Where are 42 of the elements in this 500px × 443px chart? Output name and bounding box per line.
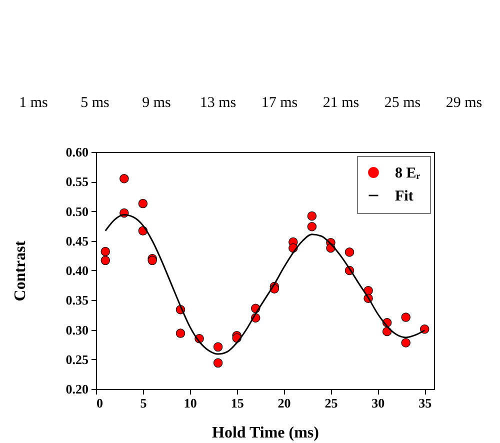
text: 5 ms: [80, 95, 110, 111]
y-tick-label: 0.45: [66, 233, 89, 248]
text: 25 ms: [384, 95, 421, 111]
point: [138, 198, 148, 208]
legend-label: 8 Eᵣ: [395, 166, 420, 182]
text: 17 ms: [261, 95, 298, 111]
x-tick-label: 15: [230, 396, 244, 410]
y-tick-label: 0.20: [66, 382, 88, 396]
point: [401, 338, 410, 348]
point: [100, 246, 110, 256]
legend-label: Fit: [395, 188, 414, 204]
y-tick-label: 0.40: [66, 263, 88, 278]
x-tick-label: 20: [278, 396, 291, 410]
x-tick-label: 5: [140, 396, 148, 410]
y-tick-label: 0.60: [66, 144, 88, 160]
point: [401, 312, 410, 322]
x-tick-label: 25: [324, 396, 338, 410]
y-axis-title: Contrast: [12, 240, 29, 302]
point: [344, 248, 354, 257]
text: 9 ms: [142, 95, 172, 111]
text: 13 ms: [200, 95, 236, 111]
y-tick-label: 0.35: [66, 292, 89, 308]
point: [213, 342, 223, 352]
x-tick-label: 35: [418, 396, 432, 410]
x-tick-label: 0: [96, 396, 103, 410]
point: [307, 211, 317, 221]
point: [307, 222, 317, 232]
text: 29 ms: [446, 95, 482, 111]
x-axis-title: Hold Time (ms): [212, 424, 319, 442]
x-tick-label: 10: [184, 396, 197, 410]
point: [213, 358, 223, 368]
point: [176, 328, 186, 338]
point: [100, 256, 110, 266]
text: 21 ms: [322, 95, 360, 111]
y-tick-label: 0.30: [66, 322, 88, 338]
point: [120, 174, 129, 184]
x-tick-label: 30: [372, 396, 385, 410]
y-tick-label: 0.55: [66, 174, 89, 190]
y-tick-label: 0.25: [66, 352, 89, 367]
point: [420, 324, 430, 334]
y-tick-label: 0.50: [66, 204, 88, 219]
text: 1 ms: [19, 95, 48, 111]
